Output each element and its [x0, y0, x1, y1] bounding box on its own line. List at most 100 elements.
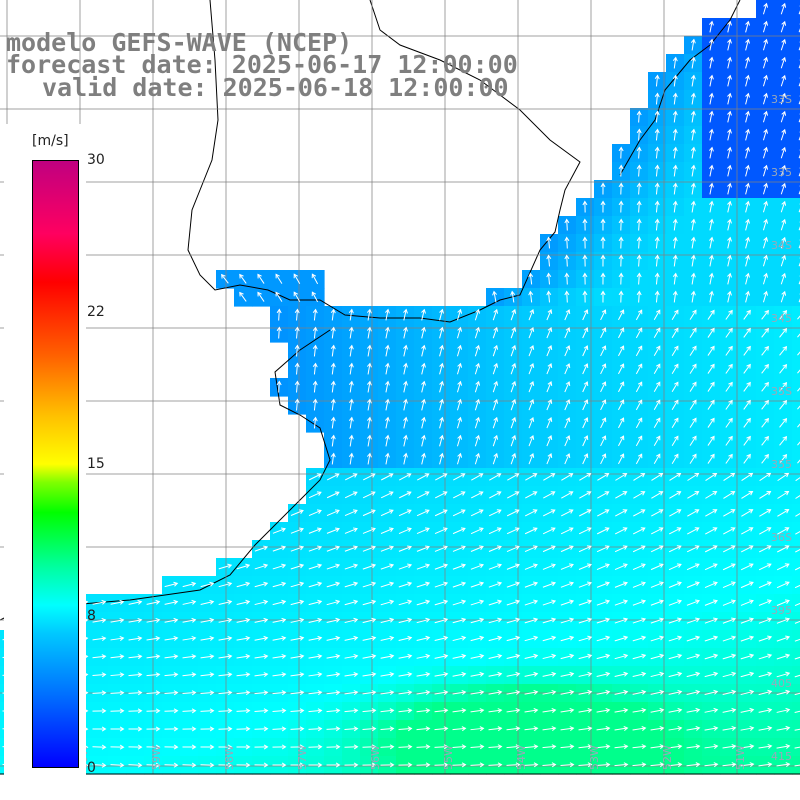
- latitude-label: 34S: [771, 239, 792, 252]
- wind-arrow-head: [119, 636, 125, 641]
- wind-arrow-shaft: [236, 710, 250, 712]
- wind-arrow-head: [330, 452, 336, 458]
- wind-arrow-shaft: [542, 527, 556, 535]
- wind-arrow-head: [497, 563, 502, 569]
- wind-arrow-shaft: [722, 727, 736, 731]
- wind-arrow-head: [600, 200, 606, 206]
- wind-arrow-head: [676, 509, 682, 514]
- wind-arrow-shaft: [596, 527, 610, 535]
- wind-arrow-shaft: [182, 601, 196, 605]
- wind-arrow-head: [425, 581, 431, 587]
- wind-arrow-head: [710, 345, 715, 351]
- wind-arrow-shaft: [492, 309, 498, 321]
- wind-arrow-shaft: [367, 435, 371, 447]
- wind-arrow-head: [587, 617, 593, 623]
- wind-arrow-shaft: [290, 600, 304, 606]
- wind-arrow-head: [497, 599, 503, 605]
- wind-arrow-head: [299, 653, 305, 659]
- wind-cell: [792, 342, 800, 361]
- wind-arrow-shaft: [344, 709, 358, 713]
- wind-arrow-head: [101, 617, 107, 623]
- wind-arrow-head: [677, 726, 683, 731]
- wind-arrow-head: [676, 527, 682, 532]
- wind-arrow-shaft: [671, 310, 679, 320]
- wind-arrow-shaft: [326, 618, 340, 624]
- wind-arrow-shaft: [638, 255, 640, 267]
- wind-arrow-shaft: [542, 654, 556, 660]
- wind-arrow-shaft: [236, 600, 250, 606]
- wind-arrow-head: [497, 581, 503, 587]
- wind-arrow-head: [385, 344, 390, 350]
- wind-arrow-head: [785, 762, 791, 768]
- wind-arrow-head: [623, 744, 629, 750]
- wind-arrow-head: [101, 726, 107, 732]
- wind-arrow-head: [654, 92, 660, 98]
- wind-arrow-head: [421, 434, 426, 440]
- wind-arrow-shaft: [668, 763, 682, 767]
- wind-arrow-head: [766, 581, 772, 586]
- wind-arrow-shaft: [344, 746, 358, 748]
- wind-arrow-head: [317, 708, 323, 714]
- wind-arrow-shaft: [779, 382, 787, 392]
- wind-arrow-head: [137, 672, 143, 678]
- wind-arrow-shaft: [507, 491, 519, 499]
- wind-arrow-head: [568, 545, 574, 550]
- wind-arrow-head: [690, 218, 696, 224]
- wind-arrow-head: [656, 363, 661, 369]
- wind-arrow-head: [782, 381, 788, 387]
- wind-arrow-head: [637, 327, 643, 333]
- wind-arrow-head: [353, 690, 359, 696]
- wind-arrow-shaft: [691, 93, 695, 105]
- wind-arrow-shaft: [687, 509, 699, 517]
- wind-arrow-shaft: [164, 673, 178, 677]
- wind-arrow-head: [173, 654, 179, 660]
- wind-arrow-shaft: [655, 165, 659, 177]
- wind-arrow-head: [749, 635, 755, 641]
- wind-arrow-head: [421, 398, 426, 404]
- wind-arrow-head: [348, 344, 354, 350]
- wind-arrow-shaft: [653, 453, 661, 465]
- wind-arrow-head: [583, 435, 589, 441]
- wind-arrow-head: [748, 527, 754, 532]
- wind-arrow-head: [637, 309, 643, 315]
- wind-arrow-shaft: [740, 545, 754, 553]
- wind-arrow-shaft: [762, 21, 768, 33]
- wind-arrow-head: [529, 362, 535, 368]
- wind-arrow-head: [281, 744, 287, 750]
- valid-date: valid date: 2025-06-18 12:00:00: [42, 73, 509, 102]
- wind-arrow-head: [137, 762, 143, 768]
- wind-arrow-head: [763, 272, 769, 278]
- wind-arrow-head: [385, 308, 390, 314]
- wind-arrow-shaft: [740, 618, 754, 624]
- wind-arrow-head: [782, 327, 788, 333]
- wind-arrow-head: [227, 581, 233, 587]
- wind-arrow-shaft: [722, 600, 736, 606]
- wind-arrow-head: [370, 509, 376, 514]
- wind-arrow-head: [421, 362, 426, 368]
- wind-arrow-head: [640, 473, 646, 478]
- wind-arrow-head: [439, 398, 445, 404]
- wind-arrow-head: [425, 653, 431, 659]
- wind-arrow-shaft: [182, 710, 196, 712]
- wind-arrow-head: [677, 707, 683, 713]
- wind-arrow-head: [366, 416, 372, 422]
- wind-arrow-shaft: [439, 363, 443, 375]
- wind-arrow-head: [583, 381, 589, 387]
- wind-arrow-head: [766, 545, 772, 550]
- wind-arrow-shaft: [164, 619, 178, 623]
- wind-arrow-shaft: [794, 746, 800, 749]
- wind-arrow-shaft: [524, 582, 538, 588]
- wind-arrow-shaft: [596, 745, 610, 749]
- wind-arrow-shaft: [254, 710, 268, 712]
- wind-arrow-head: [784, 563, 790, 568]
- wind-arrow-shaft: [655, 93, 659, 105]
- wind-arrow-shaft: [398, 528, 412, 534]
- wind-arrow-head: [637, 345, 643, 351]
- wind-arrow-head: [281, 527, 286, 533]
- wind-arrow-head: [605, 744, 611, 750]
- wind-arrow-shaft: [524, 709, 538, 713]
- wind-arrow-shaft: [313, 417, 317, 429]
- wind-arrow-shaft: [524, 600, 538, 606]
- wind-arrow-head: [745, 272, 751, 278]
- wind-arrow-shaft: [344, 600, 358, 606]
